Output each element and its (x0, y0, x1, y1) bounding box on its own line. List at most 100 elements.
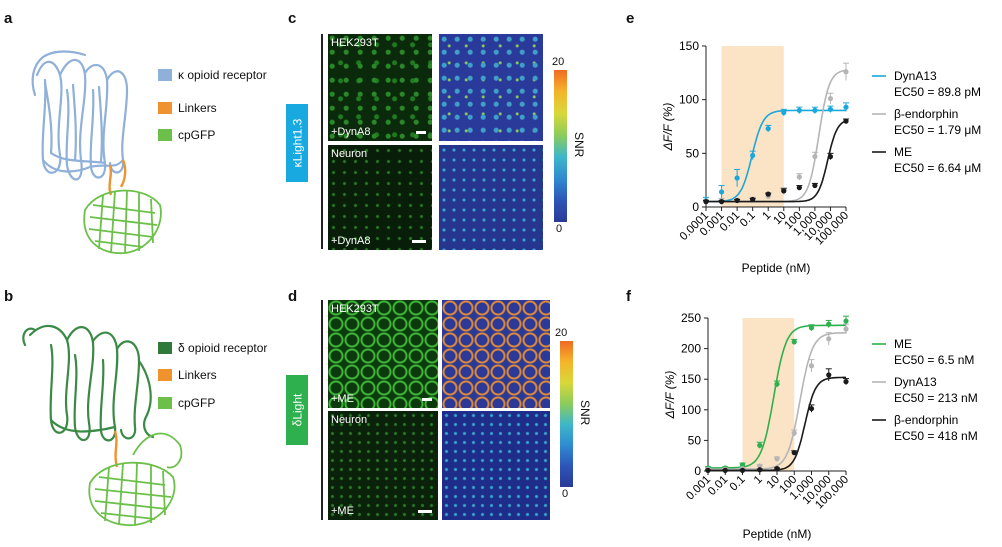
chart-e-point (827, 106, 834, 112)
chart-e-point (796, 174, 802, 180)
micrograph-d-neuron-green: Neuron +ME (328, 411, 438, 520)
chart-e-point (843, 104, 849, 110)
micro-d-bottom-label: Neuron (331, 414, 368, 426)
chart-f-xtick-label: 1 (752, 474, 765, 487)
micro-d-bottom-treatment: +ME (331, 505, 354, 517)
chart-e-point (827, 153, 834, 160)
chart-e-point (718, 189, 725, 195)
chart-e-ytick-label: 50 (686, 146, 700, 160)
chart-e-point (796, 185, 802, 191)
legend-b-cpgfp-text: cpGFP (178, 396, 216, 410)
scalebar-c-bottom (412, 240, 426, 243)
micrograph-d-neuron-snr (442, 411, 550, 520)
chart-f-point (826, 336, 832, 342)
chart-f-point (705, 467, 711, 473)
chart-f-point (808, 405, 815, 412)
legend-b-receptor: δ opioid receptor (158, 341, 268, 355)
chart-e-point (812, 182, 818, 189)
chart-e-point (843, 69, 849, 75)
chart-f-legend-name-1: DynA13 (894, 375, 937, 389)
chart-e-point (812, 153, 818, 160)
chart-f-ytick-label: 50 (688, 433, 702, 447)
colorbar-c-title: SNR (572, 132, 586, 158)
chart-e-shaded-range (721, 46, 784, 207)
panel-e-label: e (626, 10, 635, 27)
chart-f-point (791, 450, 797, 456)
chart-f-legend-name-2: β-endorphin (894, 413, 958, 427)
chart-f-ytick-label: 250 (681, 311, 701, 325)
chart-e-point (765, 126, 771, 132)
micro-c-top-treatment: +DynA8 (331, 126, 371, 138)
chart-f-point (808, 325, 815, 331)
legend-a-linkers: Linkers (158, 101, 217, 115)
sensor-tag-klight-text: κLight1.3 (290, 118, 305, 168)
chart-f-point (791, 339, 797, 345)
chart-f-ytick-label: 0 (694, 464, 701, 478)
chart-e-point (781, 188, 787, 194)
sensor-tag-klight: κLight1.3 (286, 104, 308, 182)
legend-b-receptor-text: δ opioid receptor (178, 341, 268, 355)
chart-f-point (826, 372, 832, 378)
swatch-linkers-b (158, 369, 172, 381)
micrograph-c-hek-green: HEK293T +DynA8 (328, 34, 432, 141)
legend-b-linkers-text: Linkers (178, 368, 217, 382)
colorbar-c-min: 0 (556, 223, 563, 235)
chart-e-point (750, 196, 756, 203)
chart-f-ytick-label: 150 (681, 372, 701, 386)
chart-f-xtick-label: 0.01 (706, 474, 730, 498)
chart-f-point (843, 326, 849, 332)
chart-e-ytick-label: 150 (679, 39, 699, 53)
delta-receptor-structure (22, 324, 183, 526)
chart-f-ylabel: ΔF/F (%) (663, 371, 677, 420)
chart-f-legend-ec50-0: EC50 = 6.5 nM (894, 353, 974, 367)
sensor-tag-dlight-text: δLight (290, 393, 305, 427)
chart-f-point (791, 430, 797, 436)
swatch-delta (158, 342, 172, 354)
chart-e-legend-name-1: β-endorphin (894, 107, 958, 121)
chart-f-point (826, 321, 832, 327)
swatch-cpgfp-a (158, 129, 172, 141)
micrograph-c-neuron-green: Neuron +DynA8 (328, 145, 432, 250)
chart-f-point (774, 456, 780, 462)
chart-e-ytick-label: 0 (692, 200, 699, 214)
chart-e-legend-ec50-2: EC50 = 6.64 μM (894, 161, 981, 175)
sensor-tag-dlight: δLight (286, 375, 308, 445)
chart-f-legend-ec50-1: EC50 = 213 nM (894, 391, 978, 405)
micro-c-bottom-treatment: +DynA8 (331, 235, 371, 247)
colorbar-d (560, 341, 573, 487)
chart-e-legend-name-0: DynA13 (894, 69, 937, 83)
chart-e-xtick-label: 1 (760, 210, 773, 223)
micrograph-c-hek-snr (439, 34, 543, 141)
divider-d (321, 300, 323, 520)
swatch-kappa (158, 69, 172, 81)
legend-a-cpgfp-text: cpGFP (178, 128, 216, 142)
legend-a-cpgfp: cpGFP (158, 128, 215, 142)
chart-f-xlabel: Peptide (nM) (743, 527, 812, 541)
chart-f-legend-name-0: ME (894, 337, 912, 351)
chart-e-xlabel: Peptide (nM) (742, 261, 811, 275)
chart-f-point (843, 318, 849, 324)
chart-f-point (774, 465, 780, 472)
colorbar-d-min: 0 (562, 488, 569, 500)
chart-e-ylabel: ΔF/F (%) (661, 103, 675, 152)
chart-e-point (734, 175, 740, 181)
chart-e-point (703, 199, 709, 205)
chart-f-fit-0 (708, 324, 846, 469)
colorbar-c-max: 20 (552, 56, 565, 68)
chart-f-point (739, 467, 746, 473)
chart-f-point (843, 379, 849, 385)
chart-e-xtick-label: 0.1 (738, 210, 758, 230)
chart-f-point (757, 463, 763, 469)
colorbar-d-max: 20 (555, 327, 568, 339)
chart-e-point (796, 107, 802, 113)
micrograph-d-hek-snr (442, 300, 550, 408)
colorbar-c (554, 70, 567, 222)
chart-e-point (781, 109, 787, 116)
chart-f-ytick-label: 200 (681, 342, 701, 356)
chart-e-point (812, 107, 818, 113)
micro-d-top-label: HEK293T (331, 303, 379, 315)
scalebar-d-bottom (418, 510, 432, 513)
panel-b-label: b (4, 288, 14, 305)
micro-c-bottom-label: Neuron (331, 148, 368, 160)
